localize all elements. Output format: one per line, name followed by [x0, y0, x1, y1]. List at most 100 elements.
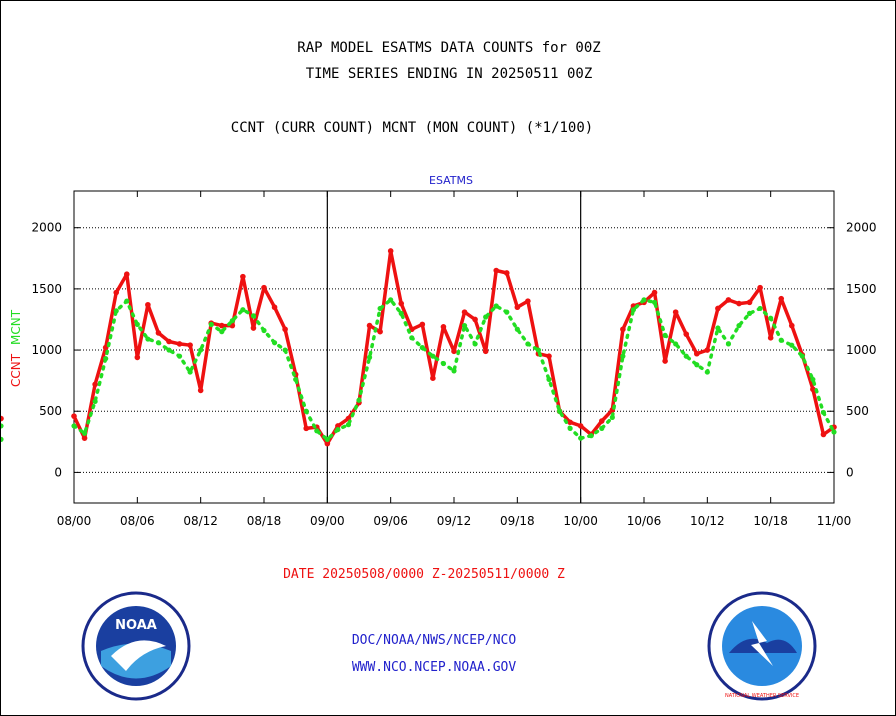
point-mcnt [377, 305, 383, 312]
point-ccnt [736, 300, 742, 307]
point-mcnt [419, 345, 425, 351]
point-ccnt [145, 301, 151, 308]
point-mcnt [208, 321, 214, 327]
point-mcnt [831, 429, 837, 435]
point-ccnt [176, 341, 183, 347]
y-tick-right: 500 [846, 404, 869, 418]
noaa-logo: NOAA [81, 591, 191, 701]
point-mcnt [535, 347, 542, 353]
point-ccnt [366, 322, 373, 329]
point-mcnt [609, 414, 615, 420]
chart-title: ESATMS [429, 174, 473, 187]
x-tick-label: 09/12 [437, 514, 472, 528]
point-mcnt [704, 369, 710, 375]
y-tick-right: 1500 [846, 282, 877, 296]
point-ccnt [577, 423, 584, 429]
point-ccnt [240, 273, 246, 280]
point-mcnt [556, 408, 563, 414]
point-mcnt [810, 376, 816, 383]
x-tick-label: 08/18 [247, 514, 282, 528]
header-line-2: TIME SERIES ENDING IN 20250511 00Z [305, 66, 593, 82]
point-mcnt [683, 353, 689, 359]
y-tick-left: 1500 [31, 282, 62, 296]
point-ccnt [81, 435, 88, 441]
point-ccnt [398, 300, 405, 307]
point-mcnt [430, 353, 436, 359]
point-mcnt [504, 309, 510, 315]
point-ccnt [567, 419, 573, 426]
point-mcnt [71, 423, 77, 429]
point-mcnt [219, 329, 225, 335]
point-mcnt [440, 360, 447, 367]
point-mcnt [356, 397, 362, 403]
date-range: DATE 20250508/0000 Z-20250511/0000 Z [283, 567, 565, 582]
series-lines [1, 248, 837, 447]
series-line-ccnt [72, 249, 836, 446]
point-ccnt [250, 325, 257, 331]
point-ccnt [525, 298, 531, 304]
point-ccnt [335, 423, 341, 429]
point-mcnt [546, 376, 552, 383]
point-mcnt [145, 336, 151, 342]
header-line-3: CCNT (CURR COUNT) MCNT (MON COUNT) (*1/1… [230, 120, 594, 136]
point-ccnt [651, 289, 658, 296]
point-mcnt [651, 299, 658, 305]
point-ccnt [92, 381, 98, 388]
point-ccnt [757, 284, 763, 291]
point-mcnt [715, 325, 721, 331]
point-mcnt [409, 335, 415, 341]
point-mcnt [388, 297, 394, 303]
point-mcnt [398, 310, 404, 316]
point-mcnt [694, 362, 700, 368]
x-tick-label: 08/06 [120, 514, 155, 528]
point-ccnt [134, 354, 141, 361]
point-ccnt [662, 358, 668, 364]
point-mcnt [662, 332, 668, 338]
point-mcnt [461, 322, 468, 329]
point-mcnt [746, 310, 753, 316]
x-tick-labels: 08/00 08/06 08/12 08/18 09/00 09/06 09/12 09/18… [57, 514, 852, 528]
point-ccnt [788, 322, 795, 329]
point-mcnt [1, 423, 4, 429]
point-mcnt [250, 313, 257, 319]
point-ccnt [546, 353, 552, 359]
point-mcnt [81, 430, 88, 436]
point-mcnt [578, 435, 584, 441]
header-line-1: RAP MODEL ESATMS DATA COUNTS for 00Z [297, 40, 601, 56]
point-mcnt [641, 297, 647, 303]
point-mcnt [324, 436, 330, 442]
point-mcnt [451, 368, 457, 374]
noaa-logo-text: NOAA [115, 618, 157, 633]
point-ccnt [472, 316, 478, 323]
point-mcnt [124, 298, 130, 304]
point-mcnt [176, 353, 183, 359]
point-ccnt [620, 326, 626, 333]
point-mcnt [725, 341, 732, 347]
point-ccnt [810, 386, 816, 393]
point-ccnt [377, 328, 383, 335]
point-mcnt [757, 305, 763, 312]
x-tick-label: 10/12 [690, 514, 725, 528]
point-mcnt [261, 327, 267, 334]
point-mcnt [620, 353, 626, 359]
point-mcnt [483, 314, 489, 320]
point-ccnt [746, 299, 753, 306]
point-ccnt [113, 289, 120, 296]
point-mcnt [314, 428, 320, 434]
y-tick-right: 1000 [846, 343, 877, 357]
point-mcnt [198, 347, 204, 353]
y-tick-left: 2000 [31, 221, 62, 235]
point-ccnt [672, 309, 679, 315]
nws-logo: NATIONAL WEATHER SERVICE [707, 591, 817, 701]
point-ccnt [324, 440, 331, 447]
footer-url: WWW.NCO.NCEP.NOAA.GOV [351, 660, 517, 675]
point-ccnt [440, 324, 447, 330]
y-tick-right: 2000 [846, 221, 877, 235]
point-ccnt [430, 375, 436, 382]
point-ccnt [503, 270, 510, 276]
point-ccnt [387, 248, 394, 254]
ylabel-ccnt: CCNT [9, 353, 23, 387]
point-mcnt [345, 422, 352, 428]
